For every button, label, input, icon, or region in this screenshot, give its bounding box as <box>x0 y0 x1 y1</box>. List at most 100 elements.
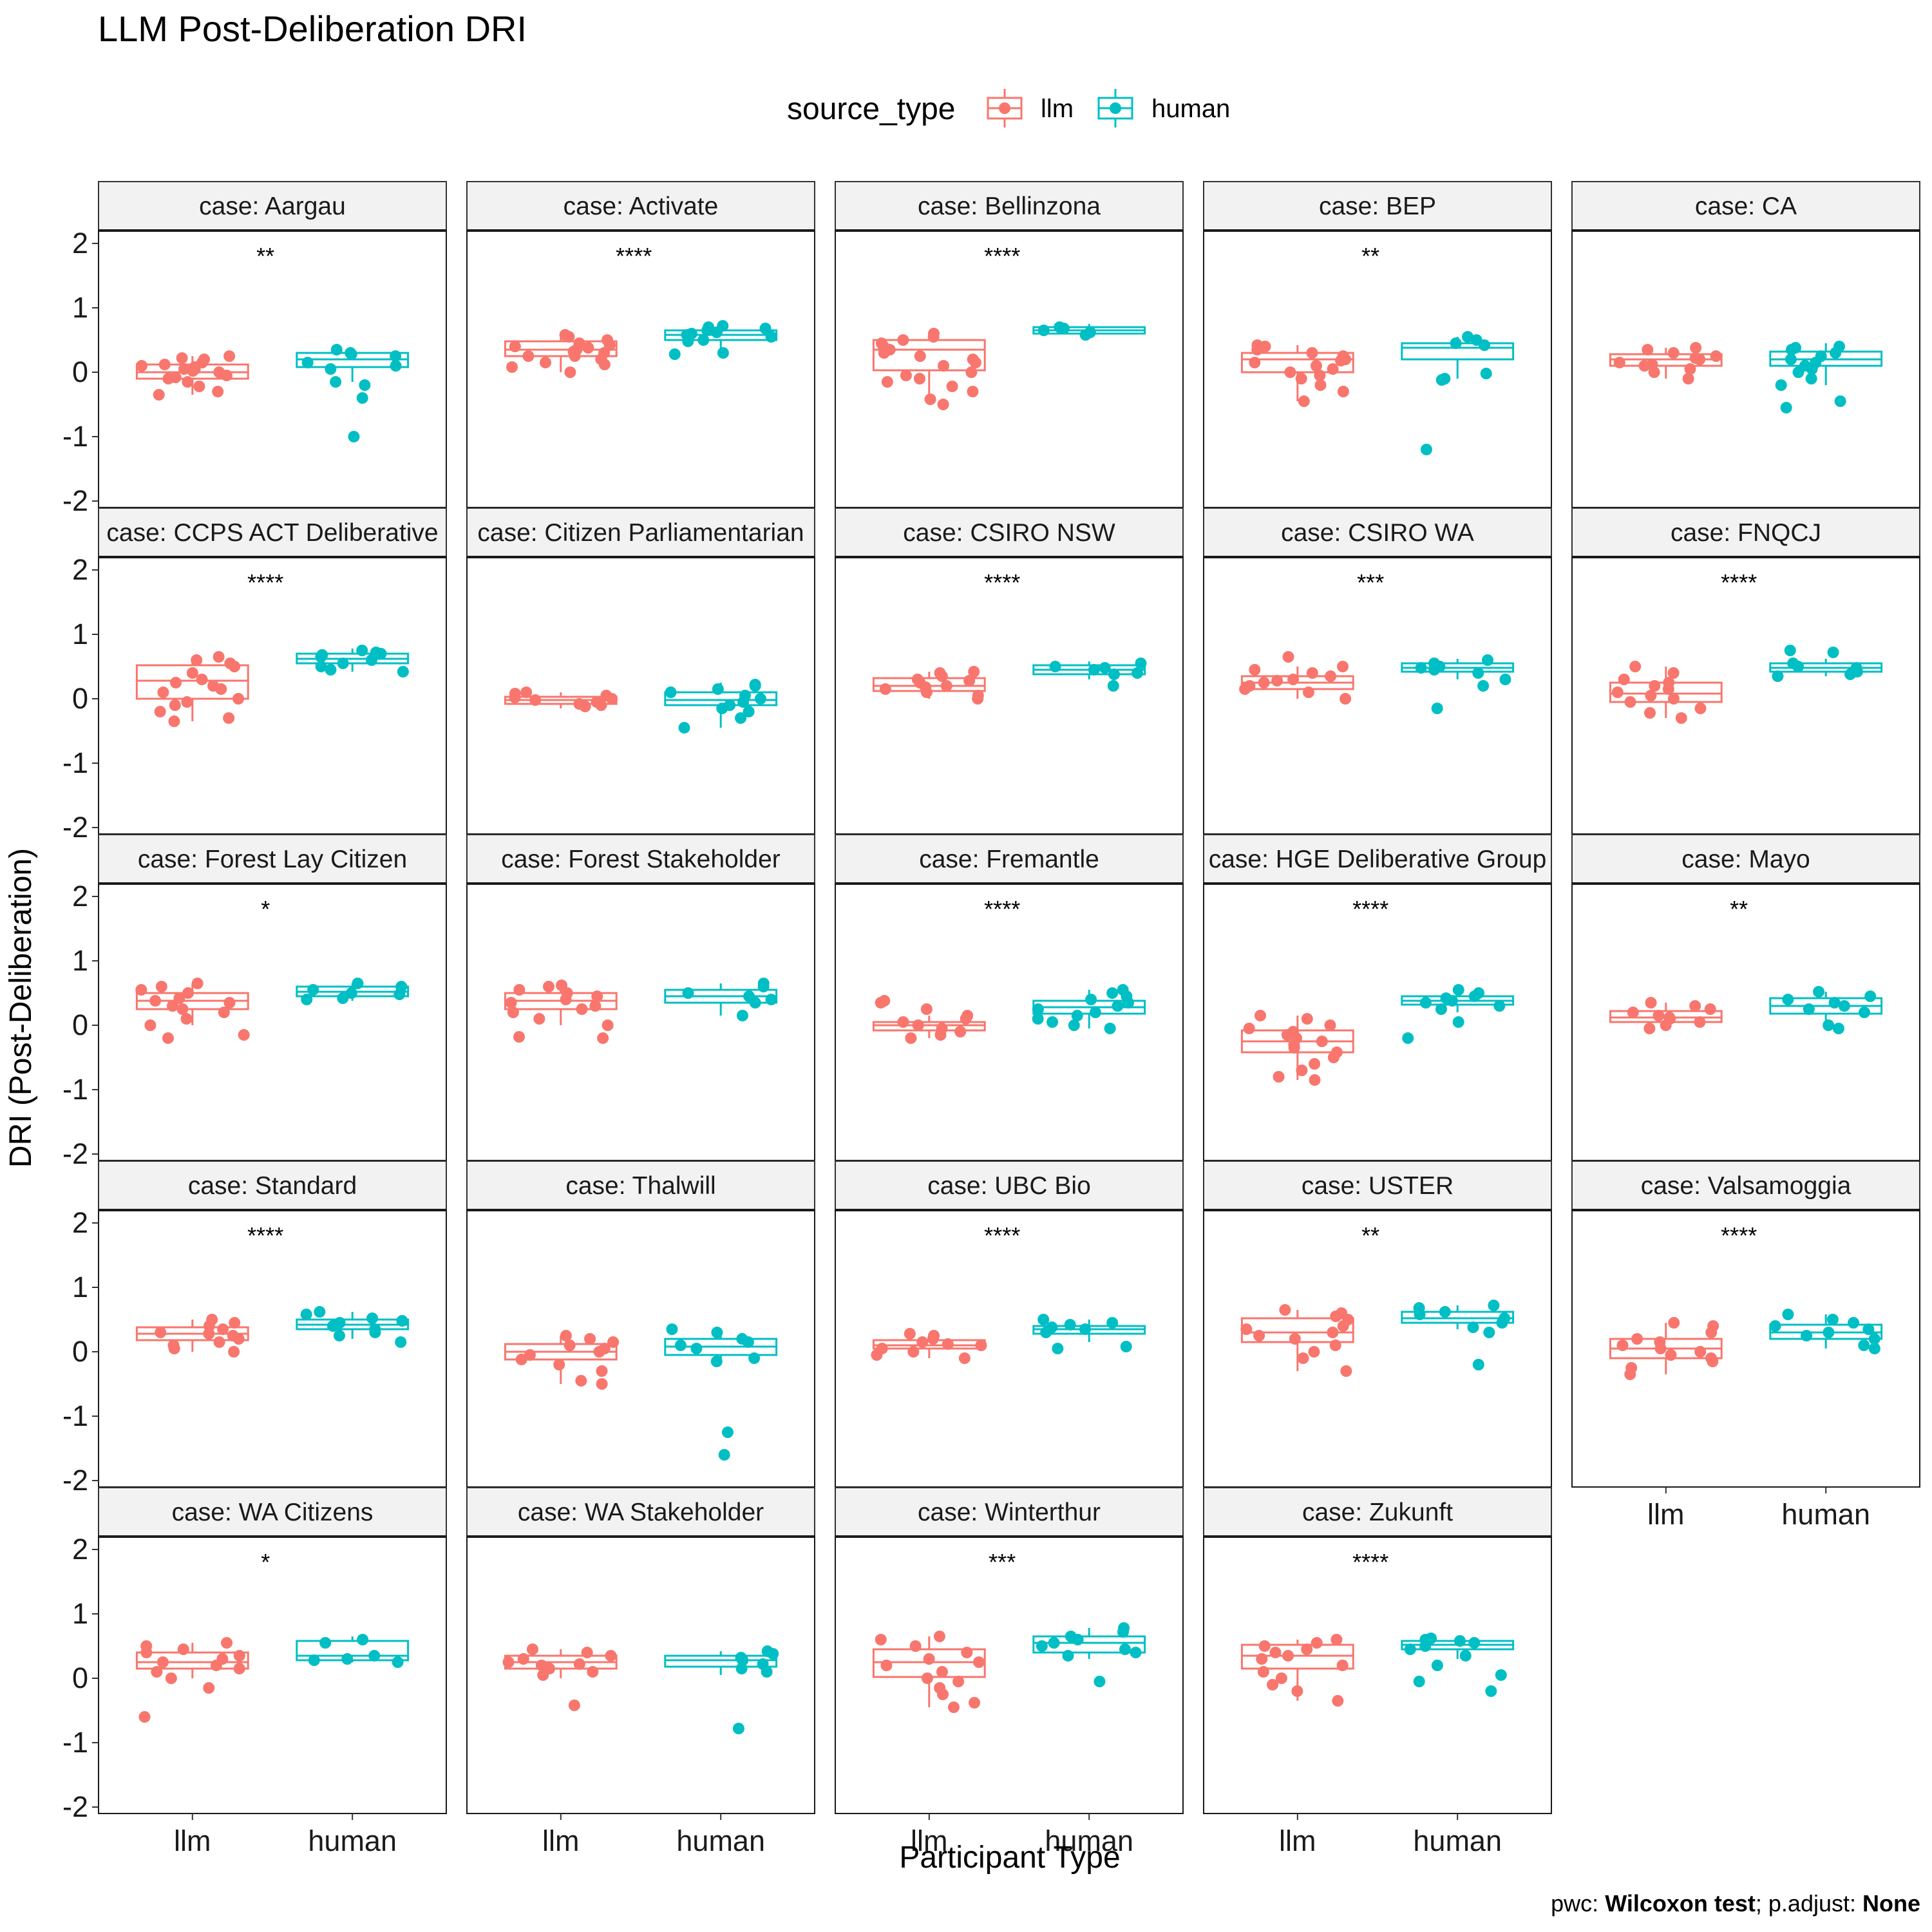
data-point-llm <box>169 699 181 711</box>
data-point-llm <box>167 1340 180 1351</box>
data-point-human <box>757 981 770 992</box>
data-point-llm <box>916 1336 929 1348</box>
data-point-llm <box>1240 1323 1253 1335</box>
facet-strip-label: case: Valsamoggia <box>1641 1172 1852 1200</box>
data-point-human <box>1858 1007 1870 1018</box>
data-point-llm <box>157 687 169 698</box>
data-point-human <box>759 323 772 334</box>
data-point-llm <box>913 373 925 384</box>
facet-strip-label: case: Zukunft <box>1302 1499 1453 1526</box>
data-point-human <box>1468 1637 1481 1649</box>
data-point-llm <box>1707 1320 1719 1332</box>
data-point-human <box>1782 994 1794 1005</box>
y-tick-label: -2 <box>62 1464 88 1497</box>
data-point-llm <box>233 1663 245 1674</box>
data-point-llm <box>228 1346 240 1358</box>
data-point-llm <box>227 1330 239 1341</box>
data-point-llm <box>1627 1007 1639 1018</box>
facet-plot-area <box>98 1209 447 1488</box>
data-point-llm <box>1694 1016 1706 1028</box>
data-point-human <box>359 379 371 391</box>
y-tick-label: 2 <box>72 1533 88 1566</box>
data-point-llm <box>912 1019 924 1031</box>
data-point-llm <box>1645 997 1657 1009</box>
data-point-llm <box>223 997 236 1009</box>
y-tick-label: -2 <box>62 811 88 844</box>
significance-label: *** <box>1357 569 1384 596</box>
data-point-llm <box>1684 363 1696 375</box>
data-point-llm <box>213 1336 225 1348</box>
data-point-llm <box>149 995 162 1007</box>
data-point-llm <box>1324 1019 1336 1031</box>
data-point-human <box>1826 1314 1839 1325</box>
data-point-human <box>396 1315 408 1327</box>
data-point-llm <box>905 1032 917 1044</box>
y-tick-label: 0 <box>72 1662 88 1694</box>
data-point-llm <box>151 1666 163 1678</box>
box-llm <box>504 329 618 378</box>
data-point-human <box>327 1320 339 1332</box>
box-llm <box>135 1314 249 1358</box>
data-point-human <box>1094 1676 1106 1687</box>
data-point-human <box>721 1426 734 1438</box>
data-point-llm <box>186 667 198 679</box>
facet-strip-label: case: CSIRO WA <box>1281 519 1474 547</box>
data-point-llm <box>952 1676 965 1687</box>
data-point-llm <box>1267 1679 1279 1690</box>
data-point-human <box>390 350 402 362</box>
data-point-llm <box>1282 651 1294 663</box>
data-point-human <box>1419 997 1432 1009</box>
caption-test: Wilcoxon test <box>1605 1890 1756 1917</box>
data-point-llm <box>938 360 950 372</box>
data-point-human <box>1832 1023 1844 1034</box>
data-point-llm <box>1269 1647 1282 1658</box>
significance-label: **** <box>1352 896 1388 922</box>
data-point-human <box>1468 990 1481 1002</box>
data-point-human <box>1800 1330 1812 1341</box>
box-human <box>1769 645 1883 682</box>
data-point-llm <box>1629 661 1642 672</box>
facet-panel-bellinzona: case: Bellinzona **** <box>835 181 1184 508</box>
data-point-llm <box>1643 1023 1656 1034</box>
data-point-human <box>1119 1643 1131 1655</box>
data-point-llm <box>203 1328 215 1340</box>
data-point-human <box>1404 1643 1416 1655</box>
data-point-human <box>337 658 349 669</box>
data-point-human <box>1048 1637 1060 1649</box>
data-point-llm <box>1704 1003 1716 1015</box>
data-point-human <box>300 1309 312 1320</box>
data-point-llm <box>936 1666 948 1678</box>
data-point-human <box>1493 1000 1506 1012</box>
data-point-human <box>392 1656 404 1668</box>
data-point-llm <box>165 1672 177 1684</box>
data-point-llm <box>567 346 580 357</box>
data-point-llm <box>1327 1327 1339 1338</box>
data-point-llm <box>1295 373 1307 384</box>
data-point-llm <box>876 1343 888 1354</box>
data-point-llm <box>581 1647 593 1658</box>
data-point-human <box>735 712 747 724</box>
significance-label: * <box>261 1549 270 1575</box>
facet-strip-label: case: WA Stakeholder <box>518 1499 764 1526</box>
box-llm <box>502 1643 618 1711</box>
data-point-llm <box>1690 342 1702 354</box>
facet-plot-area <box>835 230 1184 508</box>
box-llm <box>1240 1304 1354 1377</box>
data-point-llm <box>509 341 521 352</box>
data-point-llm <box>520 687 533 698</box>
data-point-llm <box>591 990 603 1002</box>
facet-strip-label: case: Forest Stakeholder <box>501 846 781 873</box>
data-point-human <box>767 1648 779 1660</box>
data-point-llm <box>1625 1362 1638 1374</box>
box-llm <box>135 350 249 401</box>
data-point-llm <box>568 1700 580 1711</box>
box-human <box>1401 1633 1515 1697</box>
data-point-human <box>1780 402 1792 413</box>
data-point-human <box>325 664 337 676</box>
caption: pwc: Wilcoxon test; p.adjust: None <box>1551 1890 1920 1917</box>
data-point-human <box>736 1010 748 1021</box>
chart-title: LLM Post-Deliberation DRI <box>98 8 527 49</box>
data-point-llm <box>1667 347 1680 359</box>
data-point-llm <box>911 674 923 685</box>
data-point-llm <box>920 681 932 693</box>
